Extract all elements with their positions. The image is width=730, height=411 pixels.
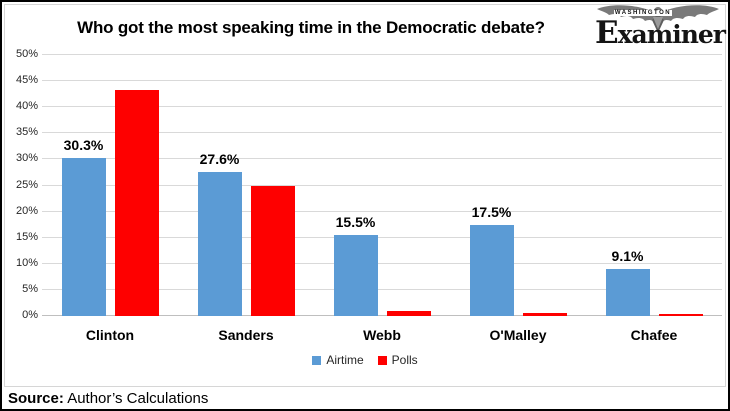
bar-group-omalley: 17.5%	[450, 55, 586, 316]
category-label-sanders: Sanders	[218, 327, 274, 343]
bar-group-chafee: 9.1%	[586, 55, 722, 316]
bar-value-label: 15.5%	[335, 214, 376, 231]
bar-polls-clinton	[114, 89, 159, 316]
y-tick-label: 40%	[15, 100, 38, 113]
washington-examiner-logo: WASHINGTON Examiner	[595, 3, 726, 53]
bar-polls-omalley	[522, 313, 567, 316]
gridline	[42, 132, 722, 134]
legend-label: Airtime	[326, 353, 364, 367]
gridline	[42, 288, 722, 290]
y-tick-label: 50%	[15, 48, 38, 60]
y-tick-label: 20%	[15, 204, 38, 217]
bar-value-label: 27.6%	[199, 150, 240, 167]
gridline	[42, 236, 722, 238]
bar-value-label: 30.3%	[63, 136, 104, 153]
chart-legend: Airtime Polls	[5, 353, 725, 367]
legend-swatch-polls	[377, 355, 387, 365]
gridline	[42, 184, 722, 186]
bar-group-clinton: 30.3%	[42, 55, 178, 316]
y-tick-label: 45%	[15, 74, 38, 87]
source-text: Author’s Calculations	[63, 390, 209, 407]
bar-polls-sanders	[250, 185, 295, 316]
gridline	[42, 80, 722, 82]
category-label-chafee: Chafee	[630, 327, 678, 343]
gridline	[42, 106, 722, 108]
legend-label: Polls	[391, 353, 418, 367]
y-tick-label: 30%	[15, 152, 38, 165]
gridline	[42, 262, 722, 264]
bar-airtime-sanders: 27.6%	[197, 151, 242, 316]
source-label: Source:	[8, 390, 64, 407]
bar-airtime-clinton: 30.3%	[61, 137, 106, 316]
legend-swatch-airtime	[312, 355, 322, 365]
bar-airtime-webb: 15.5%	[333, 214, 378, 316]
bar-airtime-chafee: 9.1%	[605, 248, 650, 316]
y-tick-label: 15%	[15, 230, 38, 243]
bar-airtime-omalley: 17.5%	[469, 204, 514, 316]
x-axis-line	[42, 315, 722, 316]
category-label-webb: Webb	[363, 327, 401, 343]
y-tick-label: 0%	[22, 309, 38, 321]
chart-title: Who got the most speaking time in the De…	[77, 18, 545, 37]
bar-value-label: 9.1%	[611, 247, 644, 264]
category-label-omalley: O'Malley	[489, 327, 547, 343]
bar-value-label: 17.5%	[471, 203, 512, 220]
bar-group-sanders: 27.6%	[178, 55, 314, 316]
legend-item-airtime: Airtime	[312, 353, 364, 367]
bar-polls-webb	[386, 311, 431, 316]
bar-group-webb: 15.5%	[314, 55, 450, 316]
gridline	[42, 54, 722, 55]
logo-examiner-text: Examiner	[595, 15, 726, 51]
logo-washington-text: WASHINGTON	[613, 10, 673, 16]
x-axis-category-labels: Clinton Sanders Webb O'Malley Chafee	[42, 327, 722, 343]
bar-polls-chafee	[658, 313, 703, 316]
y-tick-label: 5%	[22, 282, 38, 295]
legend-item-polls: Polls	[377, 353, 418, 367]
eagle-icon	[597, 5, 719, 33]
gridline	[42, 210, 722, 212]
category-label-clinton: Clinton	[85, 327, 135, 343]
y-tick-label: 25%	[15, 178, 38, 191]
plot-area: 0% 5% 10% 15% 20% 25% 30% 35% 40% 45% 50% 30.3% 27.6…	[16, 48, 722, 321]
chart-area: Who got the most speaking time in the De…	[4, 4, 726, 387]
gridline	[42, 158, 722, 160]
y-tick-label: 35%	[15, 126, 38, 139]
y-tick-label: 10%	[15, 256, 38, 269]
source-attribution: Source: Author’s Calculations	[8, 389, 728, 409]
